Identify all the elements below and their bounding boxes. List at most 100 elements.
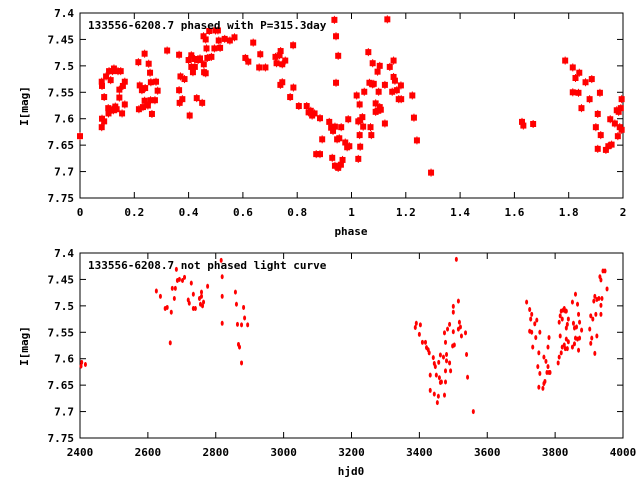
data-point: [103, 73, 110, 80]
data-point: [451, 303, 455, 309]
y-tick-label: 7.6: [54, 113, 74, 126]
data-point: [193, 306, 197, 311]
data-point: [80, 359, 84, 365]
data-point: [98, 78, 105, 85]
data-point: [439, 379, 443, 385]
data-point: [605, 143, 612, 150]
data-point: [431, 355, 435, 361]
data-point: [389, 88, 396, 95]
data-point: [356, 132, 363, 139]
data-point: [98, 82, 105, 89]
data-point: [303, 103, 310, 110]
x-tick-label: 1.4: [450, 206, 470, 219]
data-point: [356, 101, 363, 108]
data-point: [576, 301, 580, 307]
data-point: [381, 120, 388, 127]
data-point: [398, 96, 405, 103]
data-point: [121, 78, 128, 85]
data-point: [578, 335, 582, 341]
x-axis-label: phase: [334, 225, 367, 238]
data-point: [557, 319, 561, 325]
data-point: [529, 316, 533, 322]
y-axis-label: I[mag]: [18, 86, 31, 126]
data-point: [575, 324, 579, 330]
data-point: [206, 27, 213, 34]
x-tick-label: 0.8: [287, 206, 307, 219]
data-point: [617, 105, 624, 112]
data-point: [279, 79, 286, 86]
data-point: [317, 151, 324, 158]
data-point: [417, 331, 421, 337]
data-points: [79, 256, 609, 415]
data-point: [250, 39, 257, 46]
data-point: [547, 335, 551, 341]
data-point: [562, 57, 569, 64]
data-point: [110, 107, 117, 114]
data-point: [359, 114, 366, 121]
data-point: [611, 120, 618, 127]
data-point: [381, 81, 388, 88]
data-point: [365, 49, 372, 56]
data-point: [594, 110, 601, 117]
data-point: [188, 63, 195, 70]
data-point: [537, 350, 541, 356]
data-point: [374, 107, 381, 114]
data-point: [158, 293, 162, 299]
x-tick-label: 1.8: [559, 206, 579, 219]
data-point: [242, 304, 246, 310]
data-point: [246, 322, 250, 328]
data-point: [331, 162, 338, 169]
x-tick-label: 2400: [67, 446, 94, 459]
data-point: [520, 122, 527, 129]
data-point: [290, 42, 297, 49]
axis-ticks: 7.4 7.45 7.5 7.55 7.6 7.65 7.7 7.750 0.2 0.4 0.6 0.…: [48, 7, 627, 219]
x-axis-label: hjd0: [338, 465, 365, 478]
y-tick-label: 7.7: [54, 166, 74, 179]
data-point: [243, 315, 247, 321]
data-point: [77, 133, 83, 140]
data-point: [572, 341, 576, 347]
data-point: [375, 88, 382, 95]
data-point: [436, 393, 440, 399]
data-point: [451, 309, 455, 315]
data-point: [191, 63, 198, 70]
data-point: [220, 320, 224, 326]
data-point: [335, 52, 342, 59]
data-point: [578, 319, 582, 325]
data-point: [409, 92, 416, 99]
data-point: [564, 308, 568, 314]
data-point: [174, 266, 178, 272]
data-point: [374, 68, 381, 75]
x-tick-label: 1: [348, 206, 355, 219]
data-point: [530, 329, 534, 335]
data-point: [119, 82, 126, 89]
x-tick-label: 3400: [406, 446, 433, 459]
data-point: [203, 45, 210, 52]
data-point: [277, 48, 284, 55]
data-point: [599, 311, 603, 317]
data-point: [200, 61, 207, 68]
data-point: [110, 65, 117, 72]
data-point: [221, 35, 228, 42]
data-point: [257, 51, 264, 58]
y-tick-label: 7.4: [54, 247, 74, 260]
data-point: [576, 69, 583, 76]
plot-frame: [79, 12, 624, 199]
data-point: [326, 118, 333, 125]
x-tick-label: 0.2: [124, 206, 144, 219]
data-point: [566, 339, 570, 345]
y-tick-label: 7.45: [48, 273, 75, 286]
data-point: [186, 112, 193, 119]
data-point: [458, 324, 462, 330]
data-point: [191, 55, 198, 62]
data-point: [525, 299, 529, 305]
x-tick-label: 3200: [338, 446, 365, 459]
data-point: [594, 145, 601, 152]
data-point: [600, 295, 604, 301]
data-point: [560, 316, 564, 322]
data-point: [393, 87, 400, 94]
data-point: [578, 105, 585, 112]
data-point: [433, 364, 437, 370]
data-point: [456, 298, 460, 304]
